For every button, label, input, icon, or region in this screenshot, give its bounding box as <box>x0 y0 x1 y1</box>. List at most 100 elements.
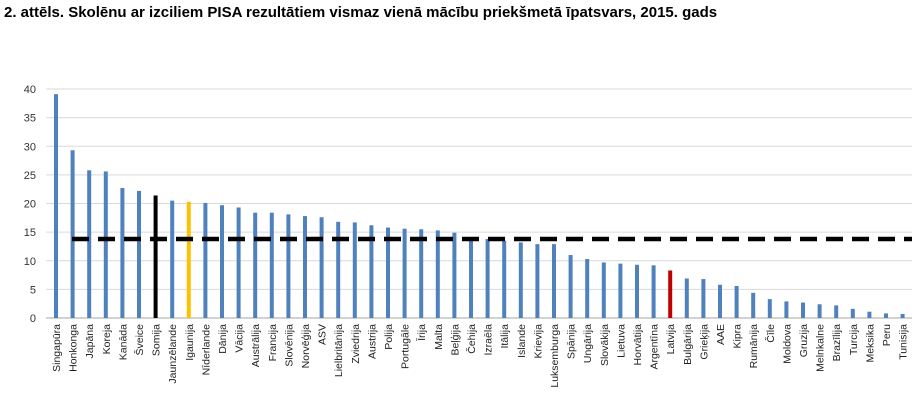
category-label: Vācija <box>234 324 246 353</box>
y-tick-label: 5 <box>30 284 36 296</box>
category-label: Turcija <box>848 324 860 355</box>
bar <box>87 170 92 318</box>
bar <box>402 228 407 318</box>
bar <box>137 190 141 318</box>
bar <box>452 232 457 318</box>
bar <box>767 299 772 318</box>
bar <box>319 217 324 318</box>
bar <box>469 237 473 318</box>
bar <box>834 305 839 318</box>
bar <box>850 308 855 318</box>
category-label: Slovēnija <box>283 324 295 367</box>
category-label: Norvēģija <box>299 324 312 369</box>
bar <box>70 150 75 318</box>
bar <box>568 255 573 318</box>
category-label: Lietuva <box>615 324 627 358</box>
bar <box>502 240 507 318</box>
bar <box>718 284 722 318</box>
bar <box>784 301 789 318</box>
bar <box>585 259 590 318</box>
y-tick-label: 25 <box>24 170 36 182</box>
category-label: Francija <box>267 324 279 362</box>
bars <box>54 94 905 318</box>
bar <box>635 264 639 318</box>
bar <box>535 244 540 318</box>
category-label: Tunisija <box>898 324 910 360</box>
category-label: Čehija <box>465 324 478 354</box>
bar <box>103 171 108 318</box>
category-label: Īrija <box>416 324 428 341</box>
category-label: Dānija <box>217 324 229 354</box>
bar <box>435 230 440 318</box>
x-axis-labels: Singapūra Honkonga Japāna Koreja Kanāda Šveic… <box>51 324 915 388</box>
category-label: Austrija <box>366 324 378 359</box>
category-label: Polija <box>383 324 395 350</box>
bar <box>170 200 175 318</box>
category-label: Grieķija <box>698 324 710 360</box>
category-label: Singapūra <box>51 324 63 372</box>
bar <box>54 94 58 318</box>
bar <box>303 216 307 318</box>
category-label: Portugāle <box>400 324 412 369</box>
y-tick-label: 0 <box>30 313 36 325</box>
category-label: Somija <box>151 324 163 356</box>
category-label: Argentīna <box>649 324 661 370</box>
y-tick-label: 40 <box>24 84 36 96</box>
category-label: Luksemburga <box>549 324 561 388</box>
category-label: Moldova <box>781 324 793 364</box>
bar <box>253 212 258 318</box>
bar <box>153 195 158 318</box>
bar <box>734 285 739 318</box>
category-label: Islande <box>516 324 528 358</box>
category-label: Nīderlande <box>200 324 212 376</box>
bar <box>369 225 374 318</box>
category-label: Jaunzēlande <box>167 324 179 384</box>
y-tick-label: 20 <box>24 199 36 211</box>
chart-title: 2. attēls. Skolēnu ar izciliem PISA rezu… <box>4 4 718 21</box>
y-tick-label: 35 <box>24 113 36 125</box>
bar <box>684 278 689 318</box>
gridlines <box>46 88 912 319</box>
bar <box>286 214 291 318</box>
category-label: Latvija <box>665 324 677 355</box>
bar <box>352 222 357 318</box>
bar <box>801 302 805 318</box>
category-label: Meksika <box>864 324 876 363</box>
category-label: Igaunija <box>184 324 196 361</box>
category-label: Kipra <box>732 324 744 349</box>
y-axis-ticks: 0 5 10 15 20 25 30 35 40 <box>24 84 36 325</box>
category-label: Japāna <box>84 324 96 359</box>
category-label: Zviedrija <box>350 324 362 364</box>
bar <box>120 188 125 318</box>
category-label: Melnkalne <box>815 324 827 372</box>
category-label: Malta <box>433 324 445 350</box>
category-label: Itālija <box>499 324 511 349</box>
bar <box>220 205 224 318</box>
bar <box>601 262 606 318</box>
bar <box>668 270 673 318</box>
category-label: Koreja <box>101 324 113 355</box>
category-label: Gruzija <box>798 324 810 357</box>
category-label: Čīle <box>764 324 777 343</box>
category-label: Beļģija <box>448 324 461 356</box>
bar <box>751 292 756 318</box>
bar <box>236 207 241 318</box>
category-label: Rumānija <box>748 324 760 369</box>
category-label: Horvātija <box>632 324 644 366</box>
bar <box>900 313 905 318</box>
bar <box>336 221 341 318</box>
category-label: Bulgārija <box>682 324 694 365</box>
bar <box>269 212 274 318</box>
bar <box>552 244 556 318</box>
category-label: Austrālija <box>250 324 262 367</box>
bar <box>867 311 872 318</box>
category-label: Peru <box>881 324 893 346</box>
bar <box>518 242 523 318</box>
category-label: Lielbritānija <box>333 324 345 377</box>
bar <box>701 279 706 318</box>
y-tick-label: 15 <box>24 227 36 239</box>
category-label: Krievija <box>532 324 544 359</box>
category-label: Izraēla <box>483 324 495 356</box>
category-label: Brazīlija <box>831 324 843 362</box>
